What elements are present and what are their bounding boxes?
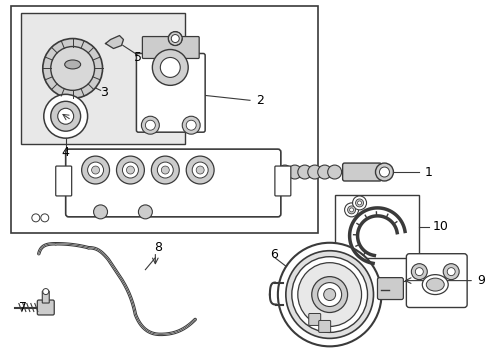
Circle shape bbox=[410, 264, 427, 280]
Circle shape bbox=[344, 203, 358, 217]
Circle shape bbox=[375, 163, 393, 181]
Circle shape bbox=[42, 289, 49, 294]
Circle shape bbox=[186, 120, 196, 130]
Circle shape bbox=[285, 251, 373, 338]
Circle shape bbox=[349, 208, 353, 212]
FancyBboxPatch shape bbox=[377, 278, 403, 300]
FancyBboxPatch shape bbox=[37, 300, 54, 315]
FancyBboxPatch shape bbox=[142, 37, 199, 58]
Text: 7: 7 bbox=[19, 301, 27, 314]
Circle shape bbox=[277, 165, 291, 179]
Circle shape bbox=[141, 116, 159, 134]
Circle shape bbox=[291, 257, 367, 332]
Circle shape bbox=[442, 264, 458, 280]
Text: 1: 1 bbox=[424, 166, 431, 179]
Circle shape bbox=[51, 101, 81, 131]
Circle shape bbox=[311, 276, 347, 312]
Circle shape bbox=[160, 58, 180, 77]
Circle shape bbox=[171, 35, 179, 42]
Circle shape bbox=[327, 165, 341, 179]
Circle shape bbox=[323, 289, 335, 301]
Text: 6: 6 bbox=[269, 248, 277, 261]
Text: 9: 9 bbox=[476, 274, 484, 287]
Circle shape bbox=[186, 156, 214, 184]
Circle shape bbox=[116, 156, 144, 184]
Ellipse shape bbox=[64, 60, 81, 69]
Circle shape bbox=[307, 165, 321, 179]
Circle shape bbox=[357, 201, 361, 205]
Circle shape bbox=[317, 283, 341, 306]
FancyBboxPatch shape bbox=[274, 166, 290, 196]
Circle shape bbox=[297, 263, 361, 327]
Text: 8: 8 bbox=[154, 241, 162, 254]
FancyBboxPatch shape bbox=[308, 314, 320, 325]
Circle shape bbox=[168, 32, 182, 45]
Circle shape bbox=[42, 39, 102, 98]
Circle shape bbox=[122, 162, 138, 178]
Circle shape bbox=[287, 165, 301, 179]
Circle shape bbox=[145, 120, 155, 130]
Circle shape bbox=[93, 205, 107, 219]
FancyBboxPatch shape bbox=[56, 166, 72, 196]
Circle shape bbox=[182, 116, 200, 134]
Circle shape bbox=[41, 214, 49, 222]
Ellipse shape bbox=[426, 278, 443, 291]
FancyBboxPatch shape bbox=[136, 54, 205, 132]
Circle shape bbox=[44, 94, 87, 138]
FancyBboxPatch shape bbox=[42, 291, 49, 303]
Ellipse shape bbox=[422, 275, 447, 294]
Bar bbox=[11, 6, 317, 233]
Circle shape bbox=[317, 165, 331, 179]
Text: 3: 3 bbox=[100, 86, 107, 99]
FancyBboxPatch shape bbox=[318, 320, 330, 332]
Circle shape bbox=[277, 243, 381, 346]
Circle shape bbox=[161, 166, 169, 174]
Circle shape bbox=[91, 166, 100, 174]
Circle shape bbox=[414, 268, 423, 276]
Circle shape bbox=[192, 162, 208, 178]
Circle shape bbox=[87, 162, 103, 178]
Circle shape bbox=[138, 205, 152, 219]
Circle shape bbox=[152, 50, 188, 85]
Circle shape bbox=[355, 199, 363, 207]
Circle shape bbox=[352, 196, 366, 210]
Circle shape bbox=[58, 108, 74, 124]
Circle shape bbox=[126, 166, 134, 174]
Circle shape bbox=[379, 167, 388, 177]
Circle shape bbox=[151, 156, 179, 184]
Circle shape bbox=[32, 214, 40, 222]
Polygon shape bbox=[105, 36, 123, 49]
Bar bbox=[21, 13, 185, 144]
FancyBboxPatch shape bbox=[342, 163, 381, 181]
Text: 2: 2 bbox=[255, 94, 264, 107]
FancyBboxPatch shape bbox=[406, 254, 466, 307]
Text: 5: 5 bbox=[134, 51, 142, 64]
Circle shape bbox=[447, 268, 454, 276]
Circle shape bbox=[81, 156, 109, 184]
Circle shape bbox=[51, 46, 94, 90]
FancyBboxPatch shape bbox=[65, 149, 280, 217]
Text: 4: 4 bbox=[61, 145, 69, 159]
Bar bbox=[334, 195, 419, 258]
Circle shape bbox=[347, 206, 355, 214]
Text: 10: 10 bbox=[431, 220, 447, 233]
Circle shape bbox=[297, 165, 311, 179]
Circle shape bbox=[157, 162, 173, 178]
Circle shape bbox=[196, 166, 203, 174]
